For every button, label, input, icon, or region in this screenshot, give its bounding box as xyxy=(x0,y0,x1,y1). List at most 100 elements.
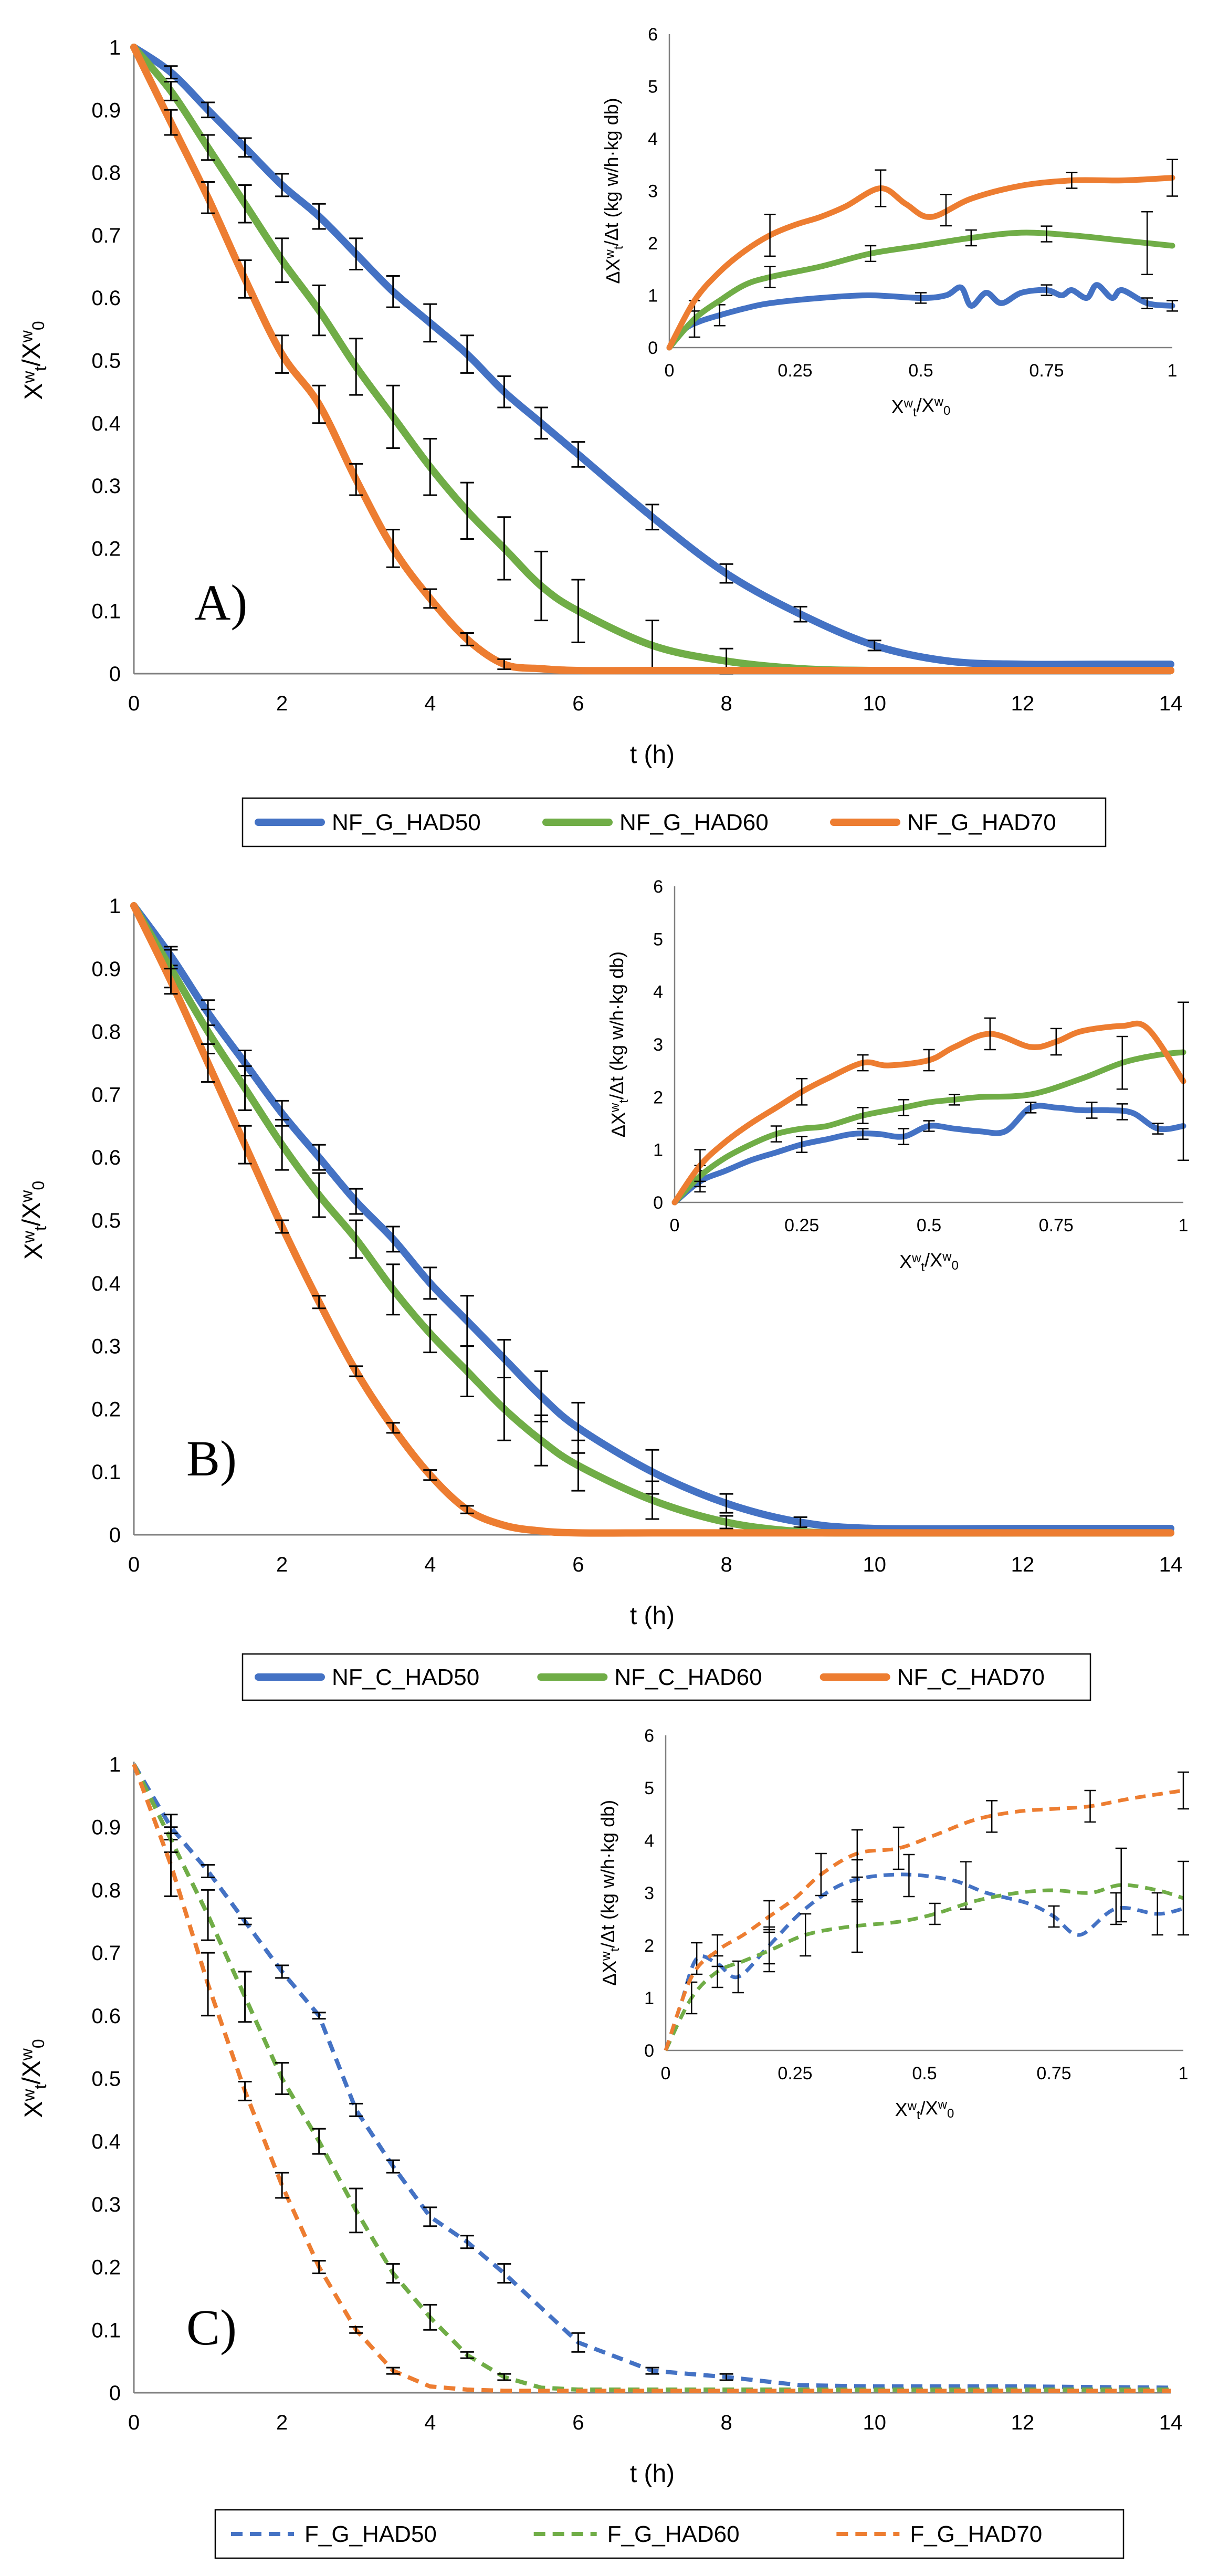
y-axis-label: Xwt/Xw0 xyxy=(17,1181,50,1260)
inset-x-tick-label: 1 xyxy=(1179,1216,1189,1235)
inset-series-line-F_G_HAD50 xyxy=(664,1872,1184,2051)
x-tick-label: 0 xyxy=(128,2411,140,2434)
inset-y-tick-label: 2 xyxy=(644,1936,654,1956)
series-NF_G_HAD50 xyxy=(130,44,1174,668)
x-tick-label: 14 xyxy=(1159,2411,1183,2434)
panel-label: A) xyxy=(194,574,247,631)
y-tick-label: 0 xyxy=(109,663,121,686)
x-tick-label: 6 xyxy=(572,1553,584,1576)
inset-x-tick-label: 0.25 xyxy=(778,361,812,381)
y-tick-label: 0.2 xyxy=(91,1398,121,1421)
y-tick-label: 0.8 xyxy=(91,1879,121,1902)
x-tick-label: 10 xyxy=(863,1553,886,1576)
inset-series-line-NF_G_HAD50 xyxy=(666,282,1175,351)
y-tick-label: 0 xyxy=(109,2382,121,2405)
y-axis-label: Xwt/Xw0 xyxy=(17,2039,50,2118)
x-tick-label: 4 xyxy=(424,1553,436,1576)
y-tick-label: 0.4 xyxy=(91,412,121,435)
inset-x-axis-label: Xwt/Xw0 xyxy=(891,394,951,420)
inset-chart: 0 0.25 0.5 0.75 1 0 1 2 3 4 5 6 Xwt/Xw0 ΔXwt/Δt (kg w… xyxy=(606,877,1189,1274)
x-tick-label: 0 xyxy=(128,1553,140,1576)
inset-y-tick-label: 4 xyxy=(653,982,663,1002)
y-tick-label: 0.7 xyxy=(91,224,121,247)
inset-series-NF_C_HAD60 xyxy=(671,1035,1186,1206)
legend-box xyxy=(214,2509,1125,2559)
legend: F_G_HAD50 F_G_HAD60 F_G_HAD70 xyxy=(214,2509,1125,2559)
inset-x-tick-label: 0.75 xyxy=(1039,1216,1074,1235)
y-tick-label: 0.7 xyxy=(91,1942,121,1965)
inset-series-NF_G_HAD70 xyxy=(666,159,1178,351)
y-tick-label: 0.9 xyxy=(91,958,121,981)
inset-series-NF_C_HAD50 xyxy=(671,1102,1186,1206)
x-tick-label: 10 xyxy=(863,692,886,715)
inset-chart: 0 0.25 0.5 0.75 1 0 1 2 3 4 5 6 Xwt/Xw0 ΔXwt/Δt (kg w… xyxy=(601,25,1178,420)
y-tick-label: 0 xyxy=(109,1524,121,1547)
series-NF_C_HAD70 xyxy=(130,902,1174,1537)
panel-a: 0 2 4 6 8 10 12 1400.10.20.30.40.50.60.70.80.91… xyxy=(17,25,1182,847)
y-tick-label: 1 xyxy=(109,895,121,918)
inset-series-NF_C_HAD70 xyxy=(671,1001,1189,1206)
legend-label-NF_G_HAD50: NF_G_HAD50 xyxy=(332,810,481,835)
legend-label-F_G_HAD70: F_G_HAD70 xyxy=(910,2521,1042,2547)
y-tick-label: 0.3 xyxy=(91,2193,121,2216)
inset-x-tick-label: 0.25 xyxy=(778,2064,812,2083)
series-line-F_G_HAD60 xyxy=(132,1763,1171,2392)
y-tick-label: 0.2 xyxy=(91,2256,121,2279)
inset-chart: 0 0.25 0.5 0.75 1 0 1 2 3 4 5 6 Xwt/Xw0 ΔXwt/Δt (kg w… xyxy=(597,1726,1189,2122)
x-tick-label: 6 xyxy=(572,692,584,715)
y-tick-label: 0.6 xyxy=(91,287,121,310)
y-tick-label: 0.5 xyxy=(91,1209,121,1232)
series-line-NF_C_HAD70 xyxy=(130,902,1174,1537)
y-tick-label: 1 xyxy=(109,1753,121,1776)
inset-x-axis-label: Xwt/Xw0 xyxy=(895,2097,954,2122)
x-tick-label: 4 xyxy=(424,2411,436,2434)
series-line-NF_C_HAD50 xyxy=(130,902,1174,1533)
inset-y-tick-label: 4 xyxy=(644,1831,654,1851)
x-tick-label: 8 xyxy=(720,1553,732,1576)
legend-box xyxy=(241,1653,1091,1701)
panel-c: 0 2 4 6 8 10 12 1400.10.20.30.40.50.60.70.80.91… xyxy=(17,1726,1189,2559)
x-tick-label: 14 xyxy=(1159,1553,1183,1576)
y-tick-label: 0.7 xyxy=(91,1083,121,1106)
inset-y-tick-label: 3 xyxy=(648,182,658,202)
inset-series-line-F_G_HAD60 xyxy=(664,1883,1184,2051)
y-tick-label: 0.6 xyxy=(91,1146,121,1169)
inset-y-tick-label: 3 xyxy=(653,1035,663,1055)
inset-y-tick-label: 0 xyxy=(653,1193,663,1213)
inset-y-tick-label: 1 xyxy=(653,1140,663,1160)
inset-series-F_G_HAD70 xyxy=(664,1771,1189,2051)
y-tick-label: 0.4 xyxy=(91,2130,121,2153)
inset-y-tick-label: 5 xyxy=(653,929,663,949)
y-tick-label: 0.9 xyxy=(91,1816,121,1839)
series-line-F_G_HAD50 xyxy=(132,1763,1171,2390)
inset-x-tick-label: 0 xyxy=(665,361,675,381)
inset-series-F_G_HAD60 xyxy=(664,1847,1189,2051)
panel-b: 0 2 4 6 8 10 12 1400.10.20.30.40.50.60.70.80.91… xyxy=(17,877,1189,1701)
legend-label-F_G_HAD50: F_G_HAD50 xyxy=(304,2521,437,2547)
y-axis-label: Xwt/Xw0 xyxy=(17,321,50,400)
inset-series-line-NF_C_HAD60 xyxy=(671,1049,1186,1206)
inset-x-tick-label: 1 xyxy=(1179,2064,1189,2083)
inset-y-tick-label: 4 xyxy=(648,129,658,149)
y-tick-label: 0.9 xyxy=(91,99,121,122)
x-axis-label: t (h) xyxy=(630,741,675,769)
x-tick-label: 8 xyxy=(720,2411,732,2434)
series-NF_G_HAD70 xyxy=(130,44,1174,675)
inset-y-tick-label: 1 xyxy=(648,286,658,306)
series-NF_C_HAD60 xyxy=(130,902,1174,1537)
inset-y-axis-label: ΔXwt/Δt (kg w/h·kg db) xyxy=(606,951,631,1137)
series-line-NF_G_HAD70 xyxy=(130,44,1174,675)
series-line-F_G_HAD70 xyxy=(132,1763,1171,2393)
inset-series-line-NF_G_HAD60 xyxy=(666,229,1175,351)
x-tick-label: 12 xyxy=(1011,1553,1035,1576)
y-tick-label: 1 xyxy=(109,36,121,59)
y-tick-label: 0.8 xyxy=(91,162,121,185)
y-tick-label: 0.1 xyxy=(91,1461,121,1484)
y-tick-label: 0.5 xyxy=(91,2068,121,2091)
inset-series-NF_G_HAD50 xyxy=(666,282,1178,351)
legend-label-NF_G_HAD60: NF_G_HAD60 xyxy=(619,810,769,835)
inset-x-tick-label: 0.5 xyxy=(917,1216,941,1235)
inset-y-tick-label: 6 xyxy=(648,25,658,45)
inset-y-tick-label: 5 xyxy=(644,1778,654,1798)
x-tick-label: 6 xyxy=(572,2411,584,2434)
